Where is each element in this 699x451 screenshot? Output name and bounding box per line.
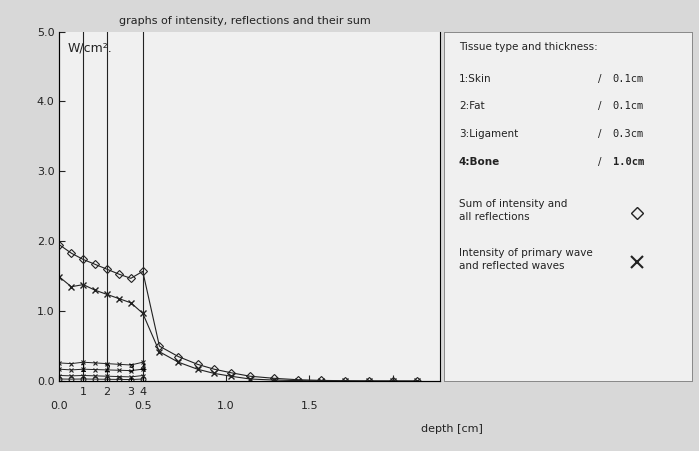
- Text: 1:Skin: 1:Skin: [459, 74, 491, 83]
- Text: graphs of intensity, reflections and their sum: graphs of intensity, reflections and the…: [119, 16, 370, 26]
- Text: Sum of intensity and
all reflections: Sum of intensity and all reflections: [459, 199, 567, 222]
- Text: 1: 1: [80, 387, 87, 397]
- Text: /: /: [598, 101, 601, 111]
- Text: /: /: [598, 157, 601, 167]
- Text: 3:Ligament: 3:Ligament: [459, 129, 518, 139]
- Text: 0.1cm: 0.1cm: [612, 101, 644, 111]
- Text: 4: 4: [139, 387, 146, 397]
- Text: 0.1cm: 0.1cm: [612, 74, 644, 83]
- Text: 2: 2: [103, 387, 110, 397]
- Text: 1.0cm: 1.0cm: [612, 157, 644, 167]
- Text: /: /: [598, 74, 601, 83]
- Text: 0.3cm: 0.3cm: [612, 129, 644, 139]
- Text: W/cm².: W/cm².: [68, 41, 113, 54]
- Text: 4:Bone: 4:Bone: [459, 157, 500, 167]
- Text: Intensity of primary wave
and reflected waves: Intensity of primary wave and reflected …: [459, 248, 593, 271]
- Text: 2:Fat: 2:Fat: [459, 101, 484, 111]
- Text: depth [cm]: depth [cm]: [421, 424, 483, 434]
- Text: Tissue type and thickness:: Tissue type and thickness:: [459, 42, 598, 52]
- Text: 3: 3: [127, 387, 134, 397]
- Text: /: /: [598, 129, 601, 139]
